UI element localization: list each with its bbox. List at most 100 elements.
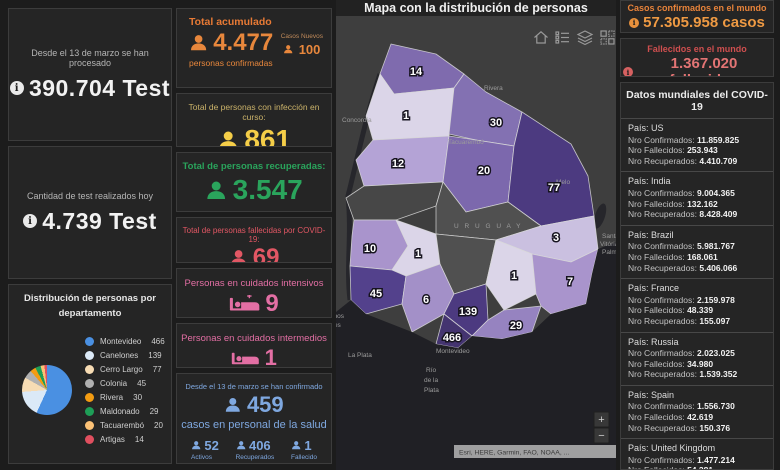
legend-label: Tacuarembó xyxy=(100,420,145,430)
map-column: Mapa con la distribución de personas xyxy=(336,0,616,470)
left-column: Desde el 13 de marzo se han procesado i … xyxy=(8,8,172,464)
map-place-labels: Concordia Rivera Tacuarembó Melo U R U G U A… xyxy=(336,85,616,394)
map-basemap-button[interactable] xyxy=(600,30,615,45)
legend-color-dot xyxy=(85,392,94,402)
svg-text:Esri, HERE, Garmin, FAO, NOAA,: Esri, HERE, Garmin, FAO, NOAA, ... xyxy=(459,450,569,457)
world-cases-caption: Cantidad de casos confirmados de coronav… xyxy=(623,32,771,33)
recovered-title: Total de personas recuperadas: xyxy=(182,161,326,172)
map-place-label: Melo xyxy=(556,179,570,186)
world-deaths-value-row: i 1.367.020 fallecidos xyxy=(623,55,771,76)
country-block: País: Russia Nro Confirmados: 2.023.025 … xyxy=(621,331,773,385)
country-list[interactable]: País: US Nro Confirmados: 11.859.825 Nro… xyxy=(621,118,773,469)
region-count-artigas: 14 xyxy=(410,66,423,78)
tests-today-label: Cantidad de test realizados hoy xyxy=(26,190,154,201)
map-place-label: Buenos xyxy=(336,313,345,320)
world-data-panel: Datos mundiales del COVID-19 País: US Nr… xyxy=(620,82,774,470)
person-icon xyxy=(292,441,301,450)
region-count-flores: 1 xyxy=(415,248,421,260)
country-block: País: Brazil Nro Confirmados: 5.981.767 … xyxy=(621,224,773,278)
legend-label: Montevideo xyxy=(100,336,142,346)
tests-processed-value: 390.704 Test xyxy=(28,74,171,101)
icu-value: 9 xyxy=(265,290,279,317)
legend-label: Maldonado xyxy=(100,406,140,416)
map-region-rio-negro[interactable] xyxy=(345,181,444,221)
legend-item: Maldonado 29 xyxy=(85,406,165,416)
map-place-label: Río xyxy=(426,367,437,374)
accumulated-title: Total acumulado xyxy=(189,16,272,28)
region-count-salto: 1 xyxy=(403,110,409,122)
middle-column: Total acumulado 4.477 personas confirmad… xyxy=(176,8,332,464)
country-block: País: US Nro Confirmados: 11.859.825 Nro… xyxy=(621,118,773,171)
uruguay-choropleth-map[interactable]: Concordia Rivera Tacuarembó Melo U R U G U A… xyxy=(336,16,616,470)
intermediate-care-value-row: 1 xyxy=(181,345,327,368)
region-count-rivera: 30 xyxy=(490,117,502,129)
tests-processed-label: Desde el 13 de marzo se han procesado xyxy=(31,47,149,68)
region-count-maldonado: 29 xyxy=(510,320,522,332)
map-place-label: Santa xyxy=(602,233,616,240)
map-attribution: Esri, HERE, Garmin, FAO, NOAA, ... xyxy=(454,445,616,458)
new-cases-block: Casos Nuevos 100 xyxy=(281,33,323,57)
person-icon xyxy=(192,441,201,450)
map-place-label: Tacuarembó xyxy=(448,139,484,146)
country-block: País: United Kingdom Nro Confirmados: 1.… xyxy=(621,438,773,469)
health-staff-line1: Desde el 13 de marzo se han confirmado xyxy=(185,382,323,391)
zoom-out-button[interactable]: − xyxy=(593,427,610,444)
info-icon: i xyxy=(23,214,38,228)
map-place-label: Aires xyxy=(336,322,342,329)
person-icon xyxy=(231,250,245,262)
map-canvas[interactable]: Concordia Rivera Tacuarembó Melo U R U G U A… xyxy=(336,16,616,470)
bed-icon xyxy=(231,352,259,364)
info-icon: i xyxy=(9,81,24,95)
legend-value: 139 xyxy=(148,350,162,360)
legend-color-dot xyxy=(85,364,94,374)
map-home-button[interactable] xyxy=(534,31,548,44)
map-region-lavalleja[interactable] xyxy=(485,239,537,311)
map-layers-button[interactable] xyxy=(576,30,594,46)
person-icon xyxy=(226,398,241,412)
legend-value: 20 xyxy=(154,420,163,430)
person-icon xyxy=(207,181,226,199)
legend-item: Colonia 45 xyxy=(85,378,165,388)
recovered-value: 3.547 xyxy=(232,174,303,205)
legend-label: Cerro Largo xyxy=(100,364,143,374)
svg-text:−: − xyxy=(598,430,604,442)
info-icon: i xyxy=(629,17,640,28)
pie-chart[interactable] xyxy=(22,365,72,416)
country-block: País: Spain Nro Confirmados: 1.556.730 N… xyxy=(621,384,773,438)
map-place-label: Montevideo xyxy=(436,348,470,355)
region-count-san-jose: 6 xyxy=(423,294,429,306)
active-cases-title: Total de personas con infección en curso… xyxy=(188,102,320,122)
region-count-treinta-y-tres: 3 xyxy=(553,232,559,244)
legend-item: Tacuarembó 20 xyxy=(85,420,165,430)
active-cases-value: 861 xyxy=(244,124,292,147)
recovered-value-row: 3.547 xyxy=(181,174,327,206)
legend-value: 29 xyxy=(149,406,159,416)
new-cases-value-row: 100 xyxy=(281,42,323,57)
map-legend-button[interactable] xyxy=(555,31,569,44)
zoom-in-button[interactable]: + xyxy=(593,411,610,428)
legend-value: 77 xyxy=(152,364,162,374)
legend-color-dot xyxy=(85,434,94,444)
world-deaths-panel: Fallecidos en el mundo i 1.367.020 falle… xyxy=(620,38,774,77)
tests-processed-panel: Desde el 13 de marzo se han procesado i … xyxy=(8,8,172,141)
person-icon xyxy=(236,441,245,450)
health-staff-value-row: 459 xyxy=(181,392,327,418)
legend-color-dot xyxy=(85,350,94,360)
deceased-title: Total de personas fallecidas por COVID-1… xyxy=(182,226,326,244)
map-region-numbers: 14 1 30 12 20 77 3 10 1 45 6 139 466 1 29 7 xyxy=(362,65,574,346)
region-count-tacuarembo: 20 xyxy=(478,165,490,177)
map-region-cerro-largo[interactable] xyxy=(507,111,595,227)
legend-item: Artigas 14 xyxy=(85,434,165,444)
pie-title: Distribución de personas por departament… xyxy=(24,293,156,319)
legend-item: Montevideo 466 xyxy=(85,336,165,346)
health-staff-stats: 52 Activos 406 Recuperados 1 xyxy=(181,438,327,461)
icu-panel: Personas en cuidados intensivos 9 xyxy=(176,268,332,318)
legend-label: Rivera xyxy=(100,392,124,402)
region-count-paysandu: 12 xyxy=(392,158,404,170)
health-staff-line2: casos en personal de la salud xyxy=(181,419,327,431)
intermediate-care-value: 1 xyxy=(264,345,277,368)
region-count-cerro-largo: 77 xyxy=(548,182,560,194)
legend-label: Colonia xyxy=(100,378,128,388)
active-cases-panel: Total de personas con infección en curso… xyxy=(176,93,332,147)
